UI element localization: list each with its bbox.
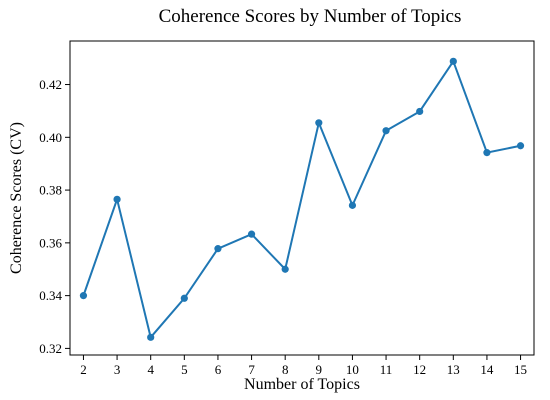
x-tick-label: 10 — [346, 362, 359, 377]
x-tick-label: 9 — [316, 362, 323, 377]
x-tick-label: 15 — [514, 362, 527, 377]
data-point — [113, 195, 121, 203]
y-tick-label: 0.42 — [39, 77, 62, 92]
data-point — [147, 333, 155, 341]
series-line — [82, 59, 521, 340]
data-point — [483, 149, 491, 157]
x-tick-label: 6 — [215, 362, 222, 377]
x-tick-label: 13 — [447, 362, 460, 377]
x-tick-label: 3 — [114, 362, 121, 377]
y-tick-label: 0.36 — [39, 235, 62, 250]
y-axis-label: Coherence Scores (CV) — [8, 122, 25, 274]
x-tick-label: 12 — [413, 362, 426, 377]
x-tick-label: 4 — [147, 362, 154, 377]
data-point — [516, 142, 525, 150]
x-axis: 2 3 4 5 6 7 8 9 10 11 12 13 14 15 — [80, 355, 527, 377]
y-tick-label: 0.32 — [39, 341, 62, 356]
x-tick-label: 5 — [181, 362, 188, 377]
y-tick-label: 0.34 — [39, 288, 62, 303]
series-points — [79, 57, 525, 341]
y-tick-label: 0.40 — [39, 130, 62, 145]
data-point — [79, 292, 88, 300]
x-tick-label: 2 — [80, 362, 87, 377]
x-tick-label: 11 — [380, 362, 393, 377]
y-axis: 0.32 0.34 0.36 0.38 0.40 0.42 — [39, 77, 70, 356]
chart-title: Coherence Scores by Number of Topics — [159, 6, 462, 27]
y-tick-label: 0.38 — [39, 183, 62, 198]
data-point — [382, 127, 390, 135]
plot-frame — [69, 40, 535, 356]
data-point — [449, 57, 457, 65]
x-axis-label: Number of Topics — [244, 376, 360, 393]
data-point — [315, 119, 323, 127]
x-tick-label: 7 — [248, 362, 255, 377]
x-tick-label: 8 — [282, 362, 289, 377]
data-point — [180, 294, 188, 302]
x-tick-label: 14 — [480, 362, 494, 377]
data-point — [281, 265, 289, 273]
data-point — [214, 245, 222, 253]
data-point — [247, 230, 256, 238]
data-point — [348, 201, 357, 209]
data-point — [416, 107, 424, 116]
